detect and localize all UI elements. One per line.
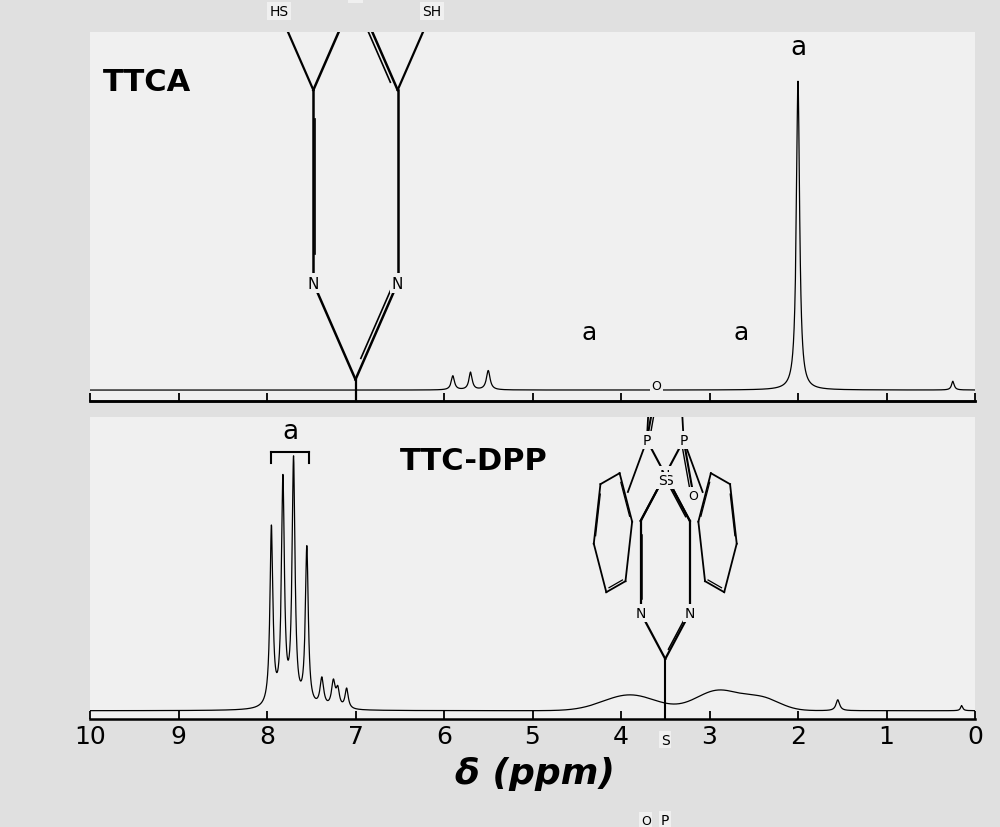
Text: TTC-DPP: TTC-DPP [400, 447, 548, 476]
Text: S: S [664, 474, 673, 488]
Text: S: S [658, 474, 667, 488]
Text: P: P [661, 813, 669, 827]
Text: N: N [350, 0, 361, 2]
Text: a: a [582, 321, 597, 345]
Text: P: P [679, 433, 688, 447]
Text: O: O [688, 489, 698, 502]
Text: P: P [643, 433, 651, 447]
Text: N: N [636, 606, 646, 620]
Text: a: a [348, 624, 363, 648]
Text: N: N [660, 468, 670, 482]
Text: TTCA: TTCA [103, 68, 192, 97]
Text: N: N [392, 276, 403, 291]
Text: SH: SH [346, 531, 365, 545]
Text: a: a [282, 419, 299, 445]
Text: N: N [308, 276, 319, 291]
Text: δ (ppm): δ (ppm) [455, 756, 615, 790]
Text: a: a [790, 36, 806, 61]
Text: SH: SH [423, 5, 442, 19]
Text: O: O [641, 814, 651, 827]
Text: S: S [661, 733, 670, 747]
Text: a: a [734, 321, 749, 345]
Text: O: O [652, 380, 662, 392]
Text: HS: HS [269, 5, 288, 19]
Text: N: N [685, 606, 695, 620]
